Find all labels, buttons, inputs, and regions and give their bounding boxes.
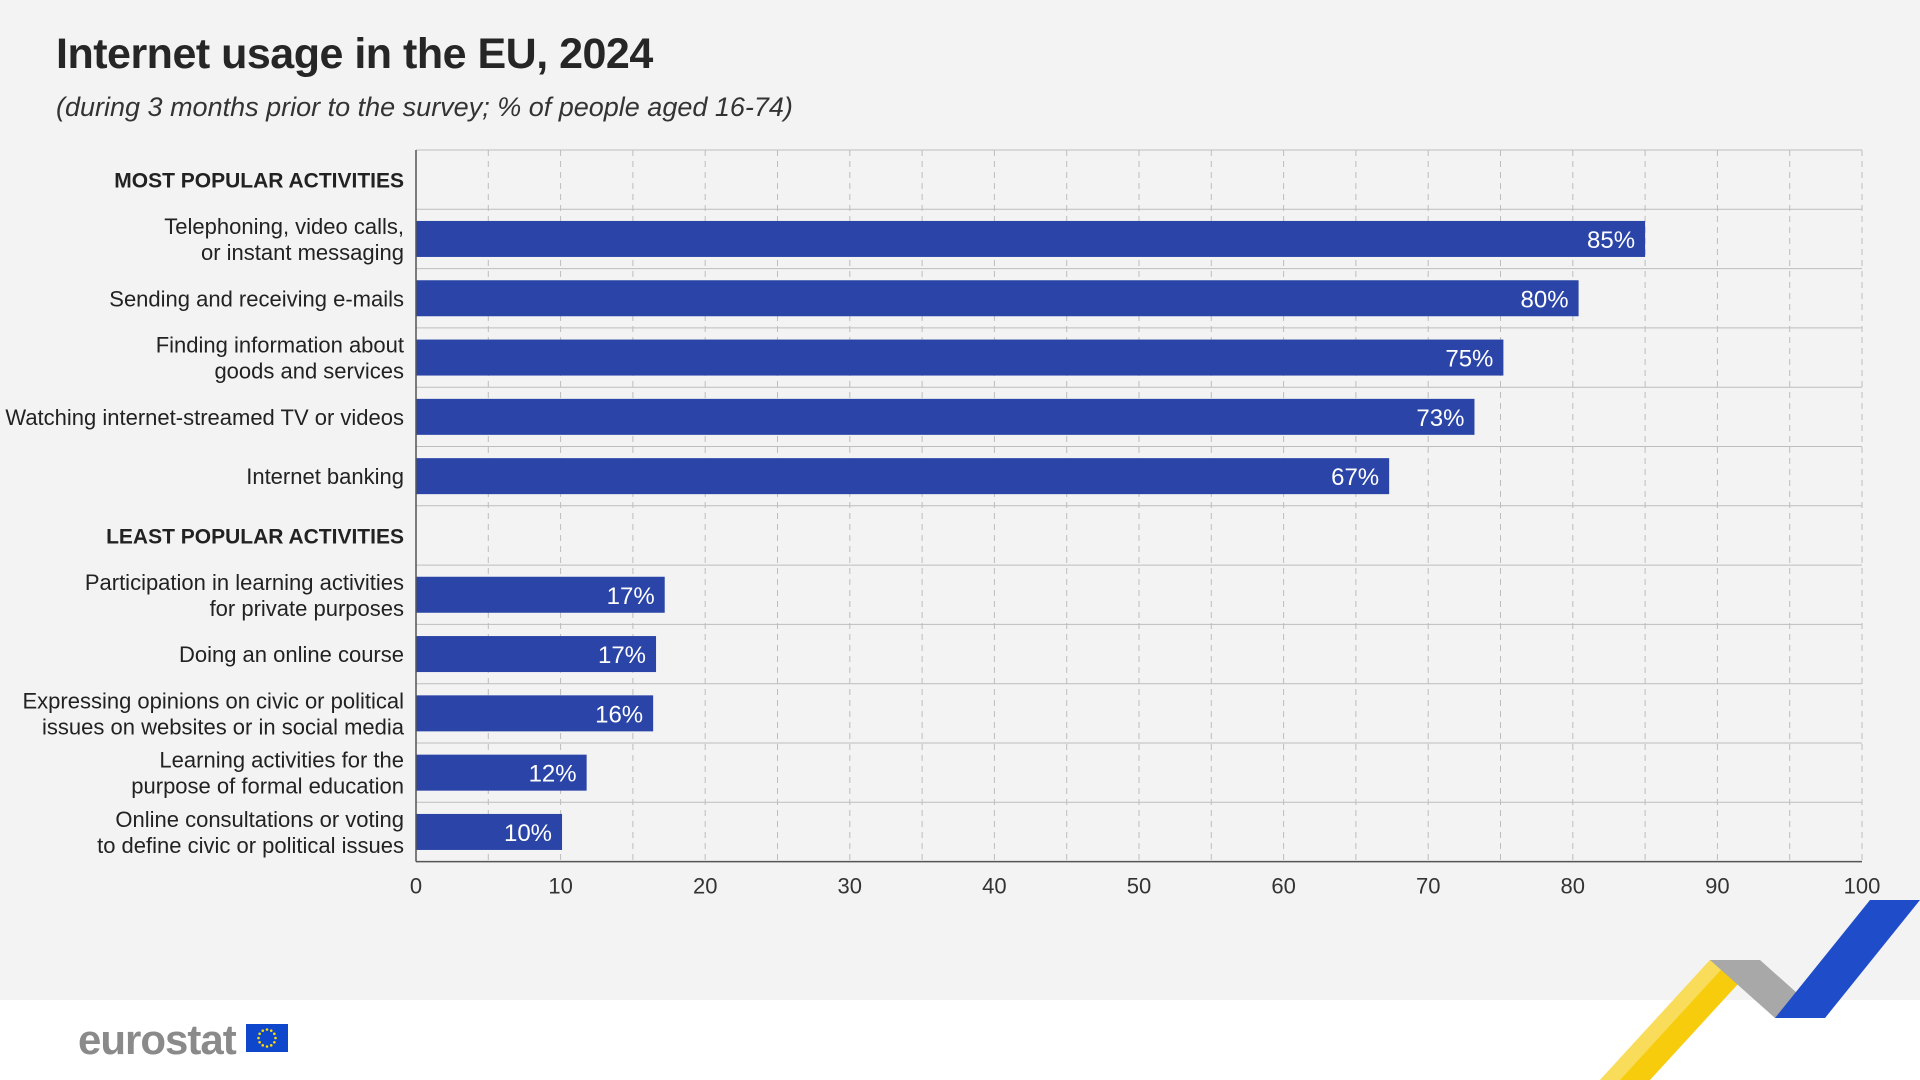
bar (416, 636, 657, 673)
bar (416, 280, 1579, 317)
bar-value-label: 67% (1331, 464, 1379, 491)
chart-title: Internet usage in the EU, 2024 (56, 30, 653, 78)
bar (416, 220, 1646, 257)
flag-star (257, 1036, 260, 1040)
x-tick-label: 70 (1416, 874, 1440, 899)
bar-value-label: 17% (607, 583, 655, 610)
flag-star (261, 1029, 265, 1032)
x-tick-label: 80 (1561, 874, 1585, 899)
x-tick-label: 10 (548, 874, 572, 899)
flag-star (265, 1045, 269, 1048)
bar (416, 813, 563, 850)
bar (416, 339, 1504, 376)
eurostat-logo: eurostat (78, 1016, 237, 1063)
bar-value-label: 85% (1587, 227, 1635, 254)
flag-star (258, 1032, 261, 1036)
bar-value-label: 75% (1445, 346, 1493, 373)
flag-star (269, 1029, 273, 1032)
x-tick-label: 0 (410, 874, 422, 899)
category-label: Expressing opinions on civic or politica… (22, 688, 404, 739)
x-tick-label: 40 (982, 874, 1006, 899)
category-label: Watching internet-streamed TV or videos (5, 405, 404, 430)
bar-value-label: 10% (504, 820, 552, 847)
category-label: Participation in learning activities for … (85, 570, 404, 621)
x-tick-label: 30 (838, 874, 862, 899)
bar-chart: MOST POPULAR ACTIVITIES Telephoning, vide… (5, 149, 1881, 899)
section-header-label: LEAST POPULAR ACTIVITIES (106, 525, 404, 548)
bar (416, 398, 1475, 435)
bar-value-label: 80% (1521, 286, 1569, 313)
category-label: Sending and receiving e-mails (109, 286, 404, 311)
bar (416, 754, 587, 791)
chart-subtitle: (during 3 months prior to the survey; % … (56, 92, 793, 122)
category-label: Finding information about goods and servi… (156, 333, 404, 384)
footer-bar (0, 1000, 1920, 1080)
bar (416, 458, 1390, 495)
flag-star (269, 1044, 273, 1047)
category-label: Doing an online course (179, 642, 404, 667)
flag-star (265, 1028, 269, 1031)
x-tick-label: 50 (1127, 874, 1151, 899)
x-tick-label: 90 (1705, 874, 1729, 899)
bar (416, 576, 665, 613)
bar-value-label: 16% (595, 701, 643, 728)
eu-flag-icon (246, 1024, 288, 1052)
flag-star (274, 1036, 277, 1040)
flag-star (273, 1032, 276, 1036)
category-label: Learning activities for the purpose of fo… (131, 748, 404, 799)
decorative-ribbon (1600, 900, 1920, 1080)
x-tick-label: 100 (1844, 874, 1881, 899)
category-label: Telephoning, video calls, or instant mess… (164, 214, 404, 265)
bar-value-label: 17% (598, 642, 646, 669)
flag-star (258, 1040, 261, 1044)
category-label: Internet banking (246, 464, 404, 489)
bar-value-label: 12% (529, 761, 577, 788)
flag-star (273, 1040, 276, 1044)
category-label: Online consultations or voting to define … (97, 807, 404, 858)
bar-value-label: 73% (1416, 405, 1464, 432)
x-tick-label: 60 (1271, 874, 1295, 899)
x-tick-label: 20 (693, 874, 717, 899)
flag-star (261, 1044, 265, 1047)
bar (416, 695, 654, 732)
section-header-label: MOST POPULAR ACTIVITIES (114, 170, 404, 193)
